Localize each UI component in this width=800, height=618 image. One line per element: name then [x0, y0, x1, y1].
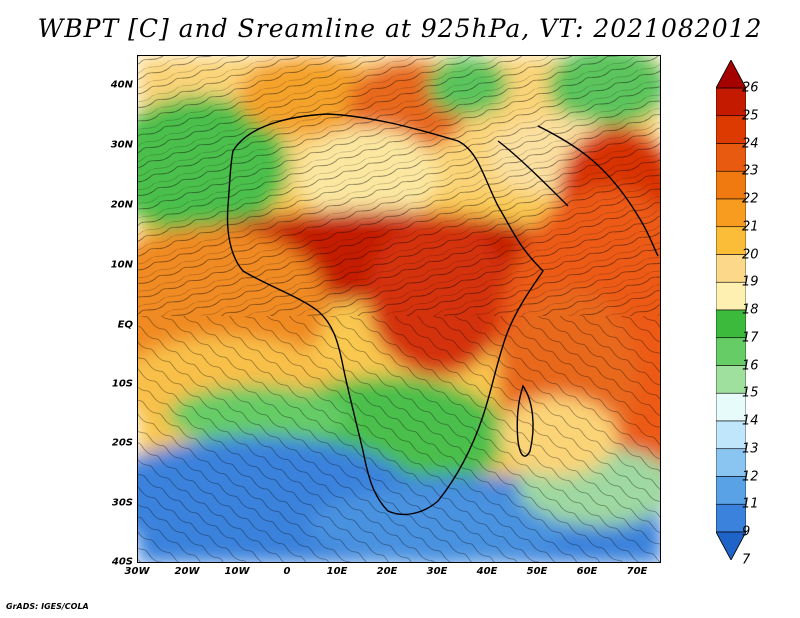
y-tick-label: EQ	[117, 319, 133, 331]
colorbar-segment	[716, 365, 746, 394]
colorbar-label: 18	[742, 302, 759, 318]
colorbar-segment	[716, 503, 746, 533]
y-tick-label: 30S	[111, 497, 133, 509]
colorbar-label: 24	[742, 136, 759, 151]
colorbar-segment	[716, 281, 746, 311]
colorbar-segment	[716, 392, 746, 422]
colorbar-label: 19	[742, 274, 759, 290]
x-tick-label: 20W	[174, 566, 200, 577]
colorbar-segment	[716, 420, 746, 450]
colorbar-segment	[716, 448, 746, 477]
wbpt-map	[138, 56, 660, 562]
colorbar-segment	[716, 198, 746, 228]
colorbar-top-arrow	[716, 60, 746, 89]
colorbar-label: 26	[742, 80, 759, 96]
grads-credit: GrADS: IGES/COLA	[6, 602, 89, 611]
colorbar-segment	[716, 143, 746, 172]
colorbar-label: 21	[742, 219, 759, 235]
y-tick-label: 40S	[111, 556, 133, 568]
colorbar-label: 23	[742, 163, 759, 179]
colorbar-label: 7	[742, 552, 751, 568]
colorbar-label: 20	[742, 247, 759, 262]
colorbar-label: 9	[742, 524, 751, 540]
map-plot-area	[137, 55, 661, 563]
x-tick-label: 30E	[426, 566, 448, 577]
colorbar-label: 12	[742, 469, 759, 484]
y-tick-label: 40N	[110, 79, 133, 91]
x-tick-label: 40E	[476, 566, 498, 577]
colorbar-label: 16	[742, 358, 759, 373]
colorbar-segment	[716, 254, 746, 283]
colorbar-label: 13	[742, 441, 759, 457]
streamlines-south	[138, 316, 660, 562]
colorbar-label: 14	[742, 413, 759, 429]
x-tick-label: 0	[283, 566, 291, 577]
streamlines-north	[138, 56, 660, 316]
colorbar-label: 25	[742, 108, 759, 124]
x-tick-label: 50E	[526, 566, 548, 577]
x-tick-label: 60E	[576, 566, 598, 577]
y-tick-label: 10S	[111, 378, 133, 390]
y-tick-label: 10N	[110, 259, 133, 271]
x-tick-label: 70E	[626, 566, 648, 577]
y-tick-label: 20N	[110, 199, 133, 211]
coastlines	[226, 113, 659, 516]
colorbar-bottom-arrow	[716, 531, 746, 560]
colorbar-label: 15	[742, 385, 759, 401]
y-tick-label: 30N	[110, 139, 133, 151]
x-tick-label: 10E	[326, 566, 348, 577]
y-tick-label: 20S	[111, 437, 133, 449]
map-title: WBPT [C] and Sreamline at 925hPa, VT: 20…	[37, 14, 763, 43]
x-tick-label: 30W	[124, 566, 150, 577]
colorbar-segment	[716, 170, 746, 200]
colorbar	[716, 60, 746, 560]
x-tick-label: 20E	[376, 566, 398, 577]
x-tick-label: 10W	[224, 566, 250, 577]
colorbar-label: 11	[742, 496, 759, 512]
colorbar-label: 22	[742, 191, 759, 207]
colorbar-label: 17	[742, 330, 759, 346]
